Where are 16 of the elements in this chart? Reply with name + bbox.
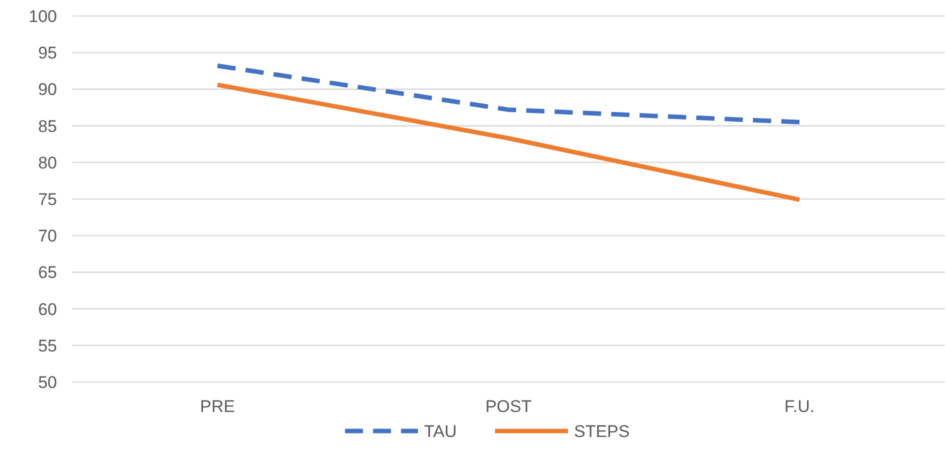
y-tick-label: 60: [38, 300, 57, 319]
x-tick-label: F.U.: [784, 397, 815, 416]
y-tick-label: 70: [38, 226, 57, 246]
x-tick-label: PRE: [200, 397, 235, 416]
y-tick-label: 95: [38, 44, 57, 63]
y-tick-label: 55: [38, 336, 57, 356]
x-tick-label: POST: [485, 397, 532, 416]
y-tick-label: 65: [38, 263, 57, 282]
y-tick-label: 90: [38, 80, 57, 100]
y-tick-label: 75: [38, 190, 57, 209]
legend-label: TAU: [424, 422, 457, 441]
y-tick-label: 100: [28, 6, 57, 26]
y-tick-label: 80: [38, 153, 57, 172]
y-tick-label: 85: [38, 116, 57, 136]
y-tick-label: 50: [38, 372, 57, 392]
legend-label: STEPS: [574, 422, 630, 441]
